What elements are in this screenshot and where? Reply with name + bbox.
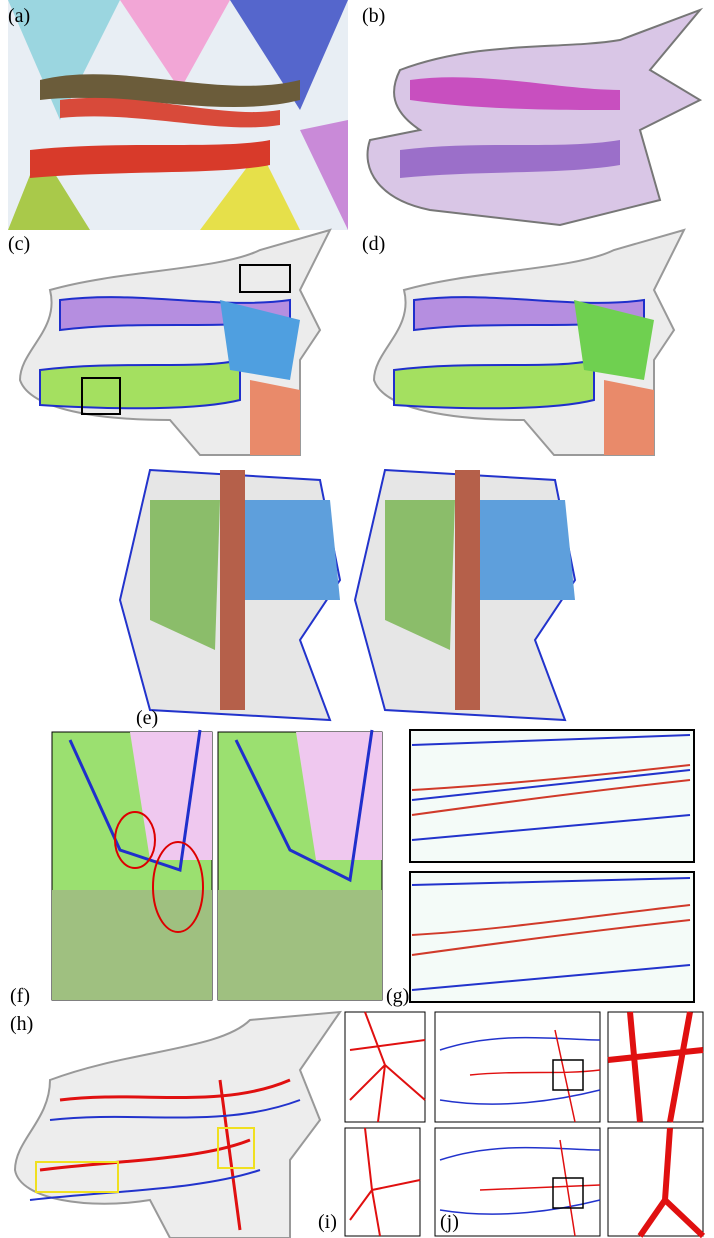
- panel-e-images: [120, 470, 575, 720]
- panel-label: (i): [318, 1211, 337, 1233]
- panel-h-image: [15, 1012, 340, 1238]
- panel-label: (b): [362, 5, 385, 27]
- panel-label: (e): [136, 707, 158, 729]
- panel-label: (g): [386, 985, 409, 1007]
- panel-a-image: [8, 0, 348, 230]
- panel-c-image: [20, 230, 330, 455]
- panel-label: (f): [10, 985, 30, 1007]
- panel-d-image: [374, 230, 684, 455]
- panel-label: (c): [8, 233, 30, 255]
- panel-i-images: [345, 1012, 425, 1236]
- panel-label: (j): [440, 1211, 459, 1233]
- panel-label: (d): [362, 233, 385, 255]
- panel-label: (a): [8, 5, 30, 27]
- panel-label: (h): [10, 1013, 33, 1035]
- panel-b-image: [368, 10, 701, 225]
- figure: (a) (b) (c) (d) (e) (f) (g) (h) (i) (j): [0, 0, 714, 1238]
- panel-f-images: [52, 730, 382, 1000]
- panel-g-images: [410, 730, 694, 1002]
- panel-j-images: [435, 1012, 703, 1236]
